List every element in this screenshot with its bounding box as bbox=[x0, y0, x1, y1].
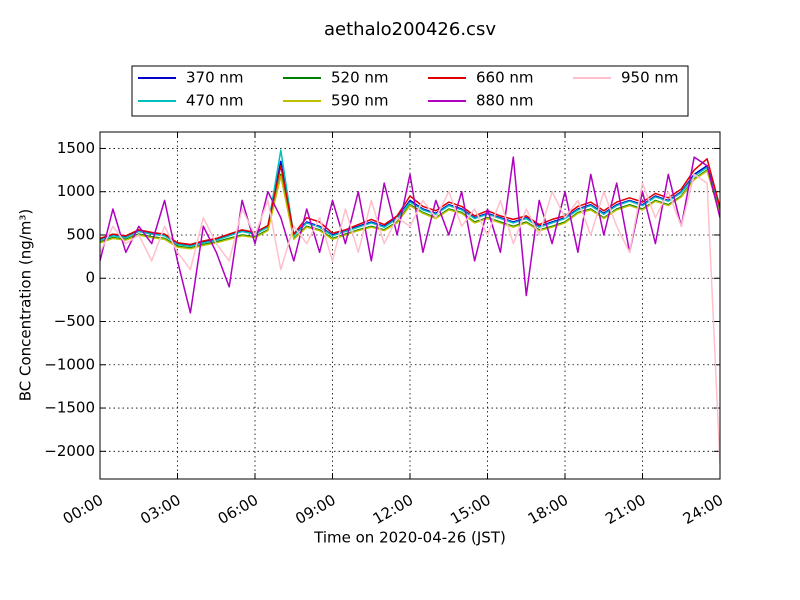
y-tick-label: 500 bbox=[66, 225, 95, 243]
y-tick-label: −2000 bbox=[44, 442, 95, 460]
x-tick-label: 15:00 bbox=[447, 491, 493, 528]
y-axis-label: BC Concentration (ng/m³) bbox=[17, 209, 35, 402]
y-tick-label: −1500 bbox=[44, 399, 95, 417]
series-line bbox=[100, 169, 720, 249]
y-tick-label: 0 bbox=[85, 269, 95, 287]
y-tick-label: −500 bbox=[54, 312, 95, 330]
y-tick-label: 1500 bbox=[57, 139, 95, 157]
series-line bbox=[100, 160, 720, 247]
legend-label: 880 nm bbox=[476, 92, 534, 110]
legend-label: 590 nm bbox=[331, 92, 389, 110]
legend-label: 660 nm bbox=[476, 69, 534, 87]
x-tick-label: 06:00 bbox=[215, 491, 261, 528]
x-tick-label: 12:00 bbox=[370, 491, 416, 528]
legend-label: 950 nm bbox=[621, 69, 679, 87]
legend-label: 470 nm bbox=[186, 92, 244, 110]
series-line bbox=[100, 149, 720, 247]
x-tick-label: 21:00 bbox=[602, 491, 648, 528]
x-tick-label: 00:00 bbox=[60, 491, 106, 528]
x-tick-label: 09:00 bbox=[292, 491, 338, 528]
series-line bbox=[100, 173, 720, 465]
x-tick-label: 24:00 bbox=[680, 491, 726, 528]
y-tick-label: −1000 bbox=[44, 355, 95, 373]
x-axis-label: Time on 2020-04-26 (JST) bbox=[313, 529, 506, 547]
series-line bbox=[100, 158, 720, 246]
chart-title: aethalo200426.csv bbox=[324, 19, 496, 40]
series-line bbox=[100, 156, 720, 314]
series-line bbox=[100, 170, 720, 250]
legend-label: 520 nm bbox=[331, 69, 389, 87]
legend-label: 370 nm bbox=[186, 69, 244, 87]
y-tick-label: 1000 bbox=[57, 182, 95, 200]
x-tick-label: 03:00 bbox=[137, 491, 183, 528]
x-tick-label: 18:00 bbox=[525, 491, 571, 528]
plot-frame bbox=[99, 131, 721, 480]
legend-box bbox=[131, 65, 689, 117]
